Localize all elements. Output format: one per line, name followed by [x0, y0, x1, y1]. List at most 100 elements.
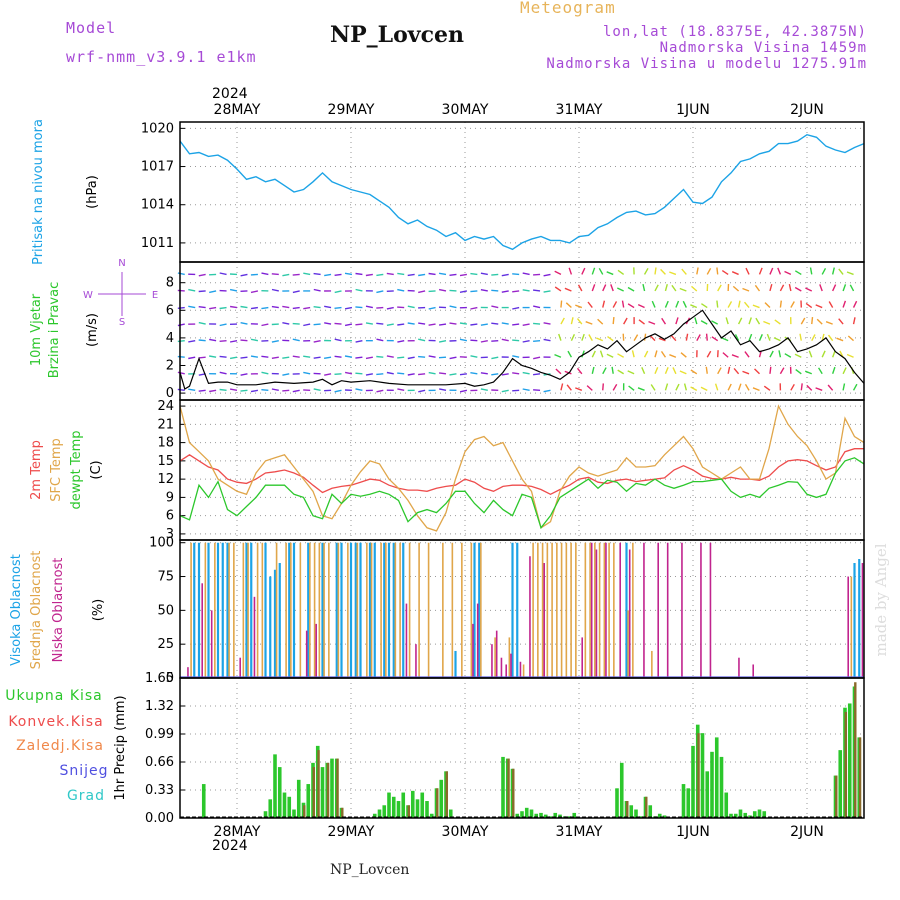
precip-conv-bar [835, 775, 838, 818]
wind-arrow [533, 356, 541, 360]
wind-arrow [303, 272, 311, 276]
wind-arrow [560, 317, 565, 325]
wind-arrow [567, 350, 573, 358]
wind-arrow [480, 272, 488, 276]
wind-arrow [177, 306, 185, 309]
wind-arrow [661, 317, 667, 325]
wind-arrow [533, 389, 541, 392]
wind-arrow [650, 384, 656, 391]
wind-arrow [769, 350, 774, 358]
precip-total-bar [448, 809, 453, 818]
wind-arrow [610, 284, 614, 292]
wind-arrow [282, 356, 290, 359]
wind-arrow [576, 318, 583, 325]
wind-arrow [229, 288, 238, 292]
y-tick-label: 18 [157, 436, 174, 451]
wind-arrow [261, 272, 269, 276]
wind-axis-label: 10m Vjetar [29, 293, 44, 366]
wind-arrow [292, 273, 300, 276]
wind-arrow [681, 268, 687, 275]
precip-total-bar [401, 792, 406, 818]
wind-arrow [324, 305, 332, 309]
y-tick-label: 24 [157, 399, 174, 414]
wind-arrow [838, 318, 844, 325]
wind-arrow [836, 337, 844, 342]
wind-arrow [581, 333, 585, 341]
wind-arrow [675, 317, 679, 325]
wind-arrow [449, 356, 457, 360]
wind-arrow [682, 300, 687, 308]
precip-total-bar [634, 809, 638, 818]
wind-arrow [188, 305, 196, 309]
wind-arrow [449, 273, 457, 276]
wind-arrow [386, 272, 394, 276]
wind-arrow [334, 306, 342, 309]
wind-arrow [219, 323, 227, 327]
wind-arrow [198, 273, 206, 277]
precip-total-bar [372, 813, 377, 818]
wind-arrow [554, 270, 562, 276]
wind-arrow [842, 367, 847, 375]
wind-arrow [598, 267, 604, 275]
wind-arrow [480, 289, 488, 292]
wind-arrow [219, 272, 227, 276]
wind-arrow [418, 355, 426, 358]
wind-arrow [355, 356, 363, 359]
wind-arrow [512, 290, 520, 293]
wind-arrow [397, 388, 405, 392]
pressure-line [179, 133, 865, 251]
wind-arrow [627, 303, 635, 309]
wind-arrow [543, 338, 551, 342]
wind-arrow [752, 304, 760, 309]
wind-arrow [602, 284, 607, 292]
precip-total-bar [729, 813, 733, 818]
wind-arrow [744, 351, 750, 358]
precip-total-bar [429, 813, 434, 818]
wind-arrow [731, 354, 739, 358]
wind-arrow [660, 268, 666, 275]
wind-arrow [501, 322, 509, 325]
wind-arrow [533, 373, 541, 376]
wind-arrow [706, 267, 712, 275]
wind-arrow [376, 273, 384, 277]
wind-arrow [565, 302, 572, 309]
wind-arrow [198, 339, 206, 342]
precip-total-bar [553, 812, 558, 818]
wind-arrow [438, 323, 447, 326]
wind-arrow [690, 304, 698, 309]
wind-arrow [711, 320, 719, 325]
cloud-low-label: Niska Oblacnost [51, 558, 66, 663]
wind-arrow [581, 267, 586, 275]
precip-total-bar [377, 809, 382, 818]
precip-total-bar [201, 784, 206, 818]
wind-arrow [849, 284, 855, 292]
wind-arrow [480, 339, 488, 343]
wind-arrow [188, 388, 196, 392]
y-tick-label: 8 [166, 276, 174, 291]
precip-total-bar [719, 756, 724, 818]
precip-total-bar [268, 799, 273, 818]
wind-arrow [418, 338, 426, 342]
wind-arrow [282, 322, 290, 325]
wind-arrow [303, 355, 311, 358]
y-tick-label: 2 [166, 359, 174, 374]
precip-total-bar [330, 758, 334, 818]
wind-arrow [637, 303, 645, 309]
wind-arrow [597, 318, 604, 325]
model-label: Model [66, 19, 117, 37]
precip-legend-2: Zaledj.Kisa [16, 738, 104, 754]
wind-arrow [643, 333, 647, 341]
wind-arrow [271, 288, 279, 292]
wind-arrow [459, 389, 468, 393]
wind-arrow [219, 388, 227, 392]
wind-arrow [672, 367, 677, 375]
wind-arrow [209, 389, 217, 393]
wind-arrow [696, 334, 701, 341]
page-title: NP_Lovcen [330, 22, 464, 48]
wind-arrow [512, 306, 520, 310]
wind-arrow [555, 368, 562, 375]
wind-arrow [737, 300, 741, 308]
wind-arrow [188, 356, 196, 360]
wind-arrow [664, 300, 669, 308]
wind-arrow [714, 383, 719, 391]
